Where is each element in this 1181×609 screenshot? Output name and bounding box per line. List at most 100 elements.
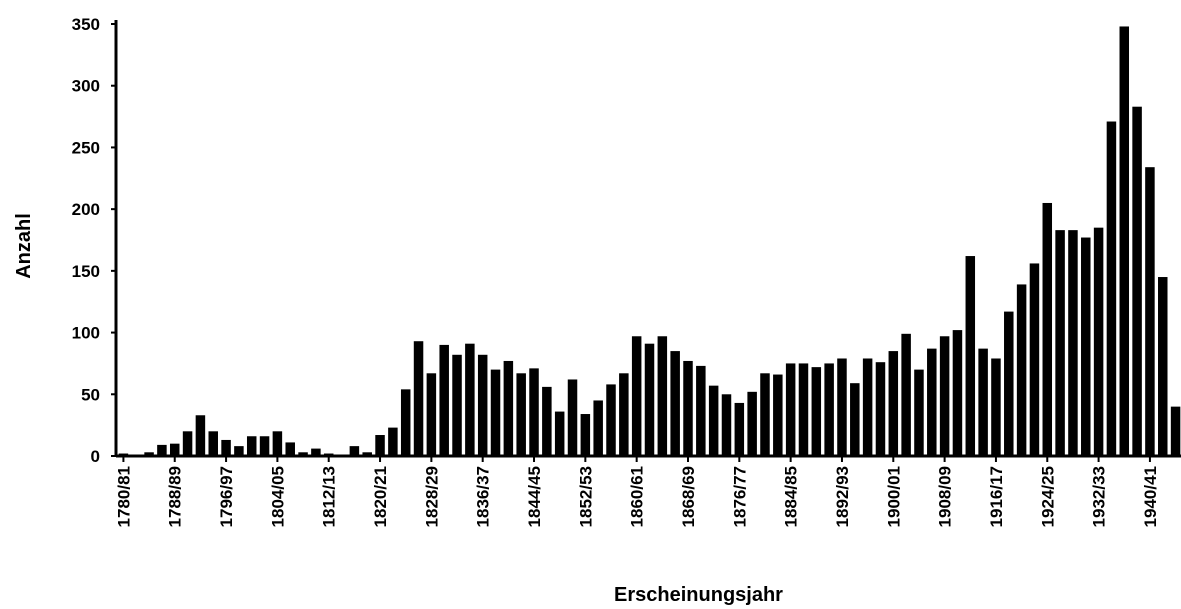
bar-1792/93 [195,415,206,456]
bar-1826/27 [413,341,424,456]
bar-1822/23 [388,427,398,456]
bar-1940/41 [1145,167,1155,456]
x-tick-label: 1884/85 [782,466,801,527]
bar-1888/89 [811,367,822,456]
x-tick-label: 1916/17 [987,466,1006,527]
x-tick-label: 1796/97 [217,466,236,527]
bar-1806/07 [285,442,295,456]
x-tick-label: 1868/69 [679,466,698,527]
bar-1800/01 [246,436,257,456]
bar-1892/93 [837,358,847,456]
bar-1796/97 [221,439,231,456]
bar-1918/19 [1004,311,1014,456]
bar-1842/43 [516,373,526,456]
bar-1856/57 [606,384,616,456]
x-tick-label: 1940/41 [1141,466,1160,527]
bar-1898/99 [875,362,886,456]
bar-1860/61 [631,336,642,456]
bar-1838/39 [490,369,501,456]
bar-1824/25 [400,389,411,456]
y-tick-label: 100 [72,324,100,343]
bar-1832/33 [452,354,462,456]
bar-1790/91 [182,431,193,456]
bar-1870/71 [696,365,706,456]
y-tick-label: 350 [72,15,100,34]
y-tick-label: 300 [72,77,100,96]
x-tick-label: 1804/05 [268,466,287,527]
x-tick-label: 1828/29 [422,466,441,527]
bar-1788/89 [169,443,180,456]
y-tick-label: 0 [91,447,100,466]
bar-1928/29 [1068,230,1078,456]
bar-1836/37 [477,354,488,456]
bar-1868/69 [683,360,693,456]
bar-1932/33 [1093,227,1104,456]
y-tick-label: 250 [72,138,100,157]
x-tick-label: 1860/61 [628,466,647,527]
bar-1906/07 [927,348,937,456]
bar-1876/77 [734,402,745,456]
bar-1908/09 [939,336,950,456]
x-tick-label: 1812/13 [320,466,339,527]
bars-group [118,26,1181,456]
x-axis-ticks: 1780/81 1788/89 1796/97 1804/05 1812/13 1820/… [114,456,1160,527]
bar-1904/05 [914,369,924,456]
bar-1810/11 [311,448,321,456]
bar-1896/97 [862,358,873,456]
x-tick-label: 1932/33 [1090,466,1109,527]
bar-1912/13 [965,256,976,456]
y-tick-label: 50 [81,385,100,404]
bar-1922/23 [1029,263,1040,456]
bar-1834/35 [465,343,475,456]
bar-1884/85 [785,363,796,456]
y-axis-ticks: 0 50 100 150 200 250 300 350 [72,15,116,466]
bar-1866/67 [670,351,680,456]
bar-1942/43 [1158,277,1168,456]
bar-1820/21 [375,435,385,456]
bar-1938/39 [1132,106,1142,456]
bar-1808/09 [298,452,308,456]
bar-1858/59 [619,373,629,456]
bar-1830/31 [439,344,449,456]
bar-1798/99 [234,446,244,456]
bar-1816/17 [349,446,360,456]
bar-1854/55 [593,400,603,456]
bar-1864/65 [657,336,668,456]
bar-1914/15 [978,348,988,456]
bar-1874/75 [721,394,732,456]
bar-1916/17 [991,358,1001,456]
bar-1920/21 [1016,284,1027,456]
bar-1846/47 [542,386,552,456]
bar-1802/03 [259,436,270,456]
bar-1882/83 [773,374,783,456]
x-tick-label: 1820/21 [371,466,390,527]
bar-1926/27 [1055,230,1065,456]
bar-1828/29 [426,373,437,456]
bar-1934/35 [1106,121,1117,456]
bar-1852/53 [580,414,591,456]
bar-1924/25 [1042,202,1053,456]
bar-1872/73 [708,385,719,456]
bar-1936/37 [1119,26,1130,456]
bar-1910/11 [952,330,963,456]
y-tick-label: 150 [72,262,100,281]
x-axis-title: Erscheinungsjahr [614,584,783,606]
bar-1844/45 [529,368,539,456]
bar-1880/81 [760,373,770,456]
x-tick-label: 1852/53 [576,466,595,527]
x-tick-label: 1844/45 [525,466,544,527]
bar-1878/79 [747,391,757,456]
bar-1784/85 [144,452,154,456]
bar-1818/19 [362,452,372,456]
bar-1944/45 [1170,406,1181,456]
bar-1840/41 [503,360,514,456]
bar-1902/03 [901,333,911,456]
bar-1786/87 [157,444,167,456]
bar-1850/51 [567,379,578,456]
x-tick-label: 1892/93 [833,466,852,527]
bar-1900/01 [888,351,899,456]
x-tick-label: 1900/01 [884,466,903,527]
x-tick-label: 1876/77 [730,466,749,527]
x-tick-label: 1836/37 [474,466,493,527]
bar-1930/31 [1081,237,1091,456]
